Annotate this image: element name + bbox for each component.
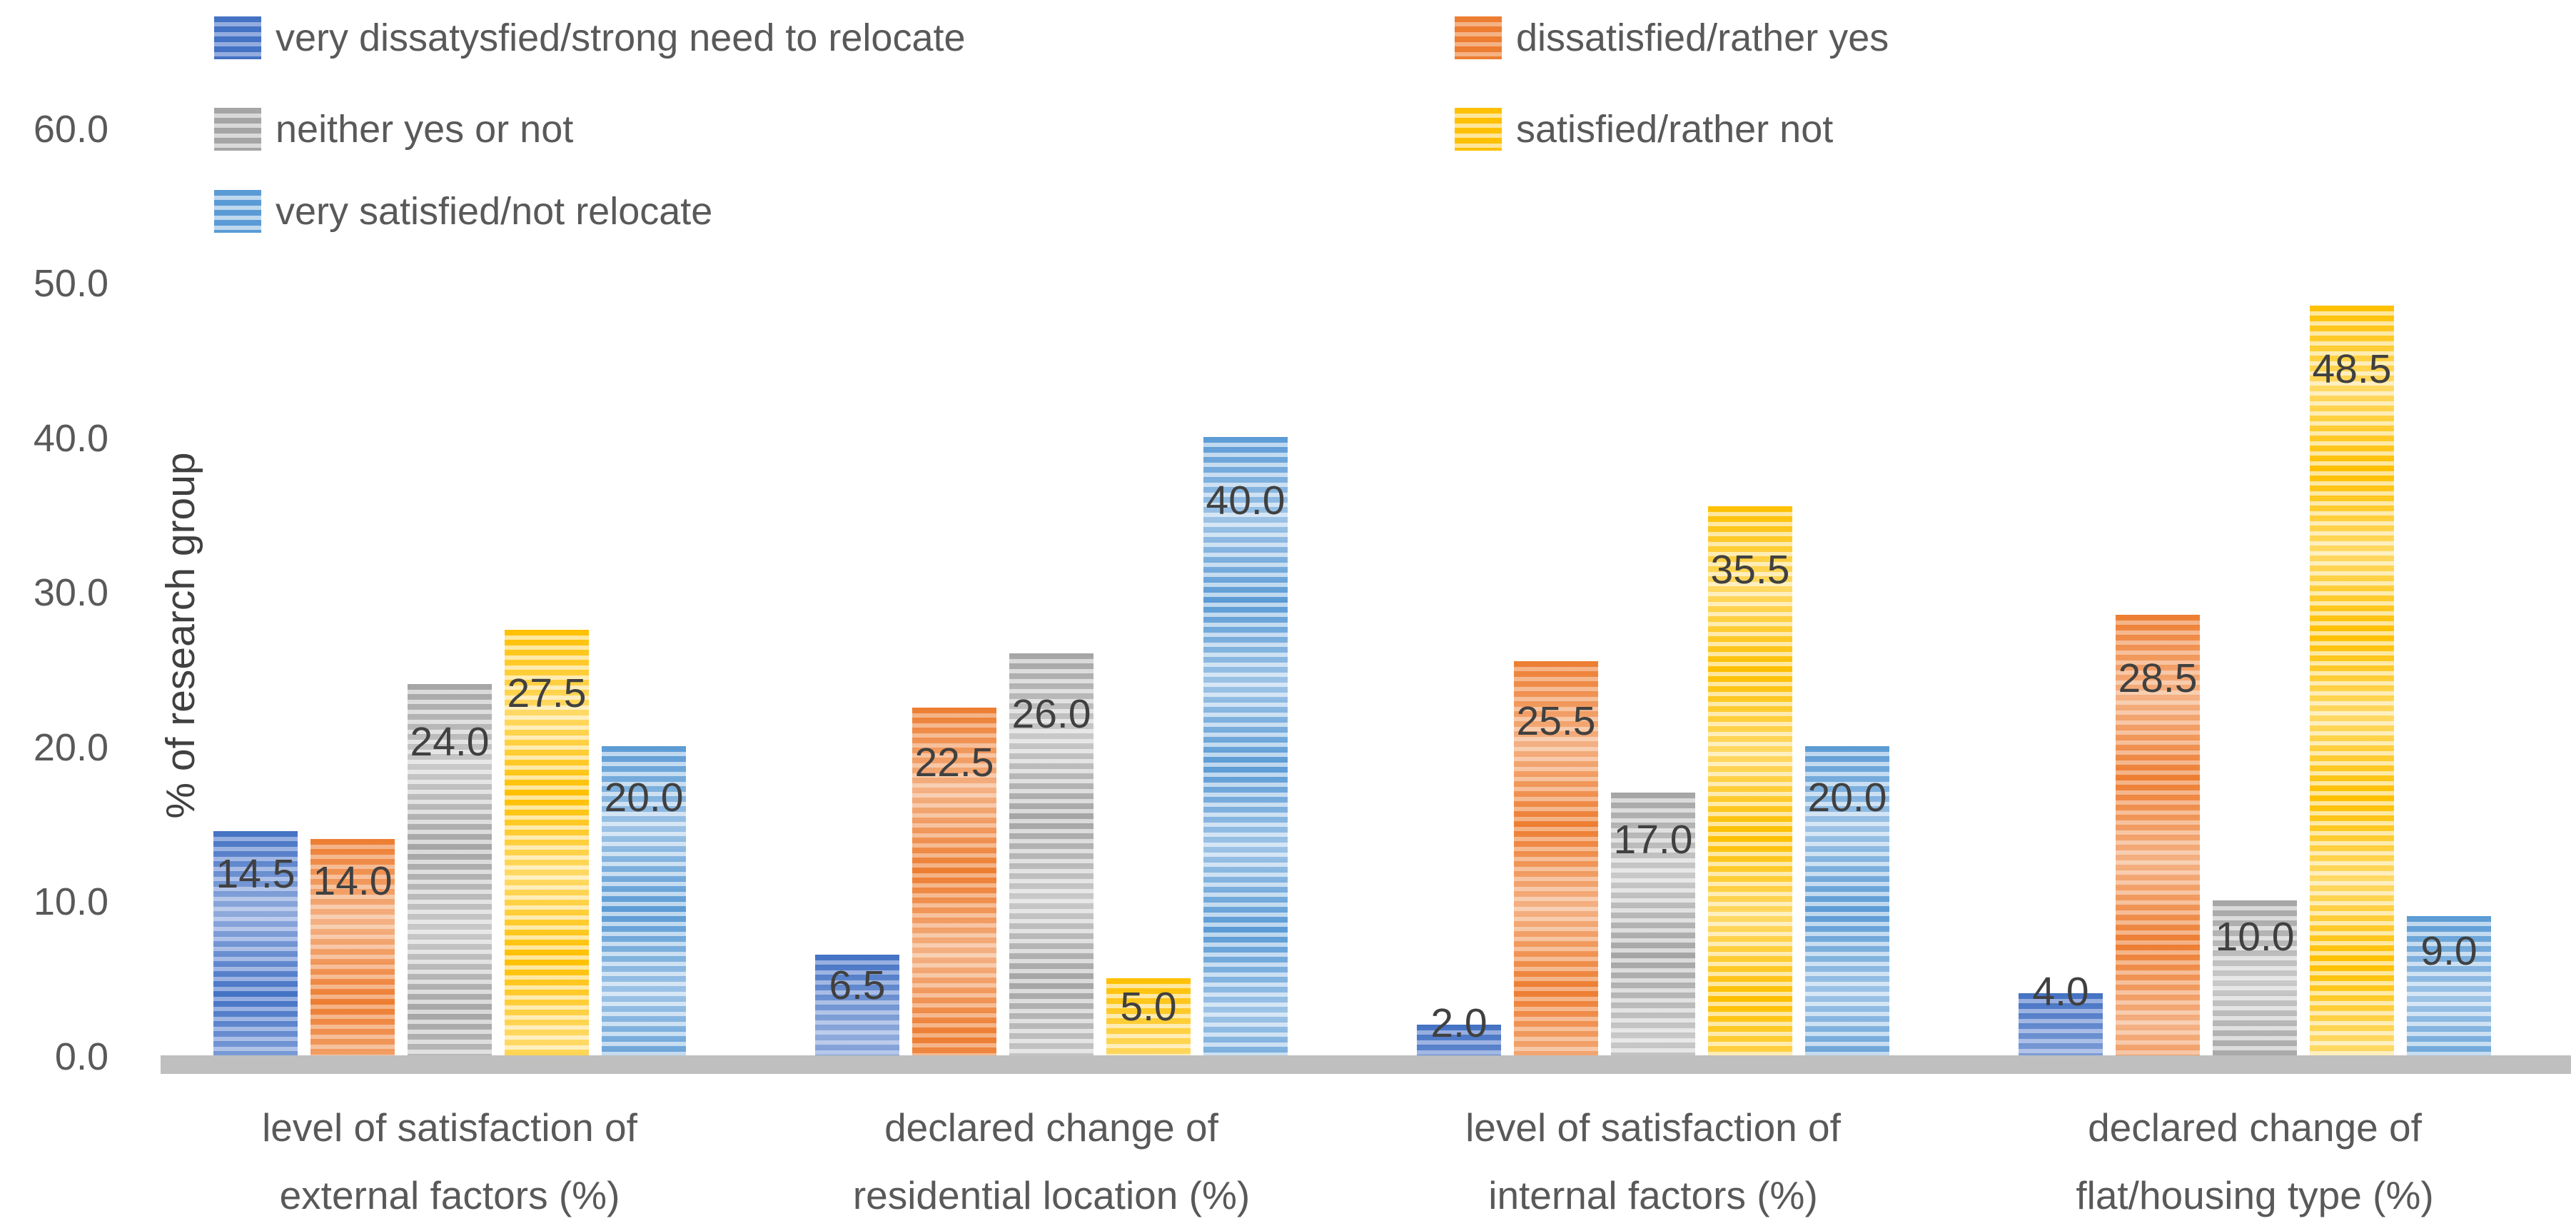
bar-data-label: 26.0 — [1011, 691, 1091, 738]
y-axis-title: % of research group — [158, 452, 203, 819]
bar-data-label: 17.0 — [1613, 816, 1693, 863]
bar — [1514, 660, 1598, 1055]
bar — [1417, 1024, 1501, 1055]
y-axis-tick-label: 0.0 — [54, 1035, 108, 1078]
legend-swatch-icon — [1455, 16, 1502, 59]
bar-data-label: 20.0 — [1807, 775, 1887, 821]
bar-data-label: 5.0 — [1120, 983, 1177, 1030]
legend-item: very dissatysfied/strong need to relocat… — [214, 16, 966, 60]
x-category-label: declared change of residential location … — [852, 1105, 1251, 1217]
y-axis-tick-label: 40.0 — [33, 416, 108, 460]
y-axis-tick-label: 50.0 — [33, 262, 108, 306]
legend-swatch-icon — [214, 190, 261, 233]
x-category-label: level of satisfaction of internal factor… — [1465, 1105, 1841, 1217]
bar-data-label: 14.0 — [313, 858, 393, 905]
bar — [2310, 305, 2394, 1055]
bar-data-label: 35.5 — [1710, 547, 1790, 593]
bar-data-label: 10.0 — [2215, 914, 2295, 960]
bar-data-label: 6.5 — [829, 963, 886, 1009]
bar-data-label: 2.0 — [1430, 1000, 1487, 1046]
bar — [1708, 506, 1792, 1055]
bar-data-label: 4.0 — [2032, 969, 2089, 1015]
bar-data-label: 48.5 — [2312, 346, 2392, 392]
y-axis-tick-label: 60.0 — [33, 107, 108, 151]
bar-data-label: 22.5 — [914, 740, 994, 786]
bar — [1009, 653, 1093, 1055]
x-axis-line — [161, 1055, 2571, 1074]
bar-data-label: 9.0 — [2420, 928, 2477, 974]
bar — [213, 830, 298, 1055]
legend-item: very satisfied/not relocate — [214, 189, 712, 233]
bar-data-label: 24.0 — [410, 719, 490, 765]
bar — [408, 684, 492, 1055]
bar — [310, 838, 395, 1055]
bar — [1805, 745, 1889, 1055]
bar — [2116, 614, 2200, 1055]
y-axis-tick-label: 30.0 — [33, 571, 108, 615]
x-category-label: declared change of flat/housing type (%) — [2076, 1105, 2434, 1217]
legend-label: neither yes or not — [276, 108, 574, 151]
bar-data-label: 25.5 — [1516, 698, 1596, 744]
bar — [1203, 436, 1288, 1055]
legend-item: dissatisfied/rather yes — [1455, 16, 1889, 60]
legend-label: satisfied/rather not — [1516, 108, 1834, 151]
legend-label: very satisfied/not relocate — [276, 190, 713, 233]
bar — [1611, 792, 1695, 1055]
bar — [2213, 900, 2297, 1055]
legend-swatch-icon — [1455, 108, 1502, 151]
legend-item: neither yes or not — [214, 107, 573, 151]
bar-data-label: 27.5 — [507, 670, 587, 716]
bar — [505, 630, 589, 1055]
bar-data-label: 40.0 — [1206, 477, 1286, 523]
legend-item: satisfied/rather not — [1455, 107, 1833, 151]
y-axis-tick-label: 20.0 — [33, 725, 108, 769]
bar — [815, 955, 899, 1055]
legend-swatch-icon — [214, 108, 261, 151]
bar-data-label: 28.5 — [2118, 655, 2198, 701]
legend-swatch-icon — [214, 16, 261, 59]
bar — [2407, 916, 2491, 1055]
bar-data-label: 14.5 — [216, 851, 296, 898]
bar — [912, 707, 996, 1055]
x-category-label: level of satisfaction of external factor… — [262, 1105, 637, 1217]
bar — [1106, 978, 1191, 1055]
y-axis-tick-label: 10.0 — [33, 880, 108, 924]
legend-label: very dissatysfied/strong need to relocat… — [276, 16, 966, 59]
bar-data-label: 20.0 — [604, 775, 684, 821]
bar — [2019, 993, 2103, 1055]
legend-label: dissatisfied/rather yes — [1516, 16, 1889, 59]
bar — [602, 745, 686, 1055]
